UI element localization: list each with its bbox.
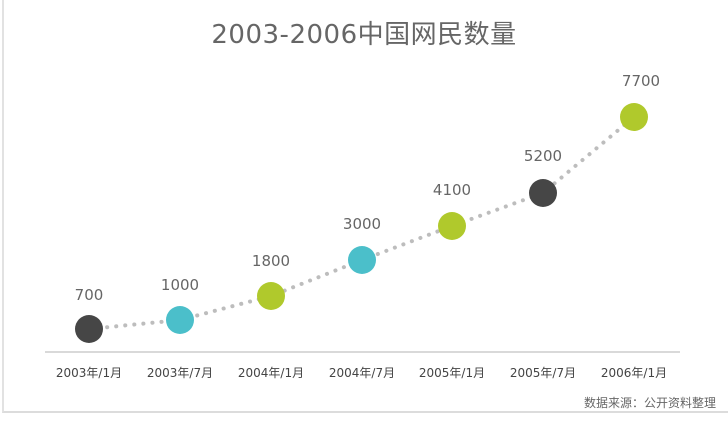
x-tick-label: 2005年/1月 xyxy=(418,366,486,380)
data-point-marker xyxy=(529,179,557,207)
data-point-marker xyxy=(348,246,376,274)
x-tick-label: 2004年/7月 xyxy=(328,366,396,380)
data-value-label: 7700 xyxy=(621,72,661,90)
data-value-label: 5200 xyxy=(523,147,563,165)
data-point-marker xyxy=(166,306,194,334)
data-value-label: 4100 xyxy=(432,181,472,199)
data-value-label: 1000 xyxy=(160,276,200,294)
x-tick-label: 2003年/7月 xyxy=(146,366,214,380)
data-value-label: 1800 xyxy=(251,252,291,270)
data-point-marker xyxy=(620,103,648,131)
data-value-label: 700 xyxy=(74,286,104,304)
x-tick-label: 2004年/1月 xyxy=(237,366,305,380)
x-tick-label: 2006年/1月 xyxy=(600,366,668,380)
data-point-marker xyxy=(438,212,466,240)
x-tick-label: 2005年/7月 xyxy=(509,366,577,380)
chart-card xyxy=(2,0,728,413)
source-note: 数据来源：公开资料整理 xyxy=(583,396,716,410)
chart-title: 2003-2006中国网民数量 xyxy=(211,20,517,50)
data-point-marker xyxy=(257,282,285,310)
data-value-label: 3000 xyxy=(342,215,382,233)
x-tick-label: 2003年/1月 xyxy=(55,366,123,380)
data-point-marker xyxy=(75,315,103,343)
